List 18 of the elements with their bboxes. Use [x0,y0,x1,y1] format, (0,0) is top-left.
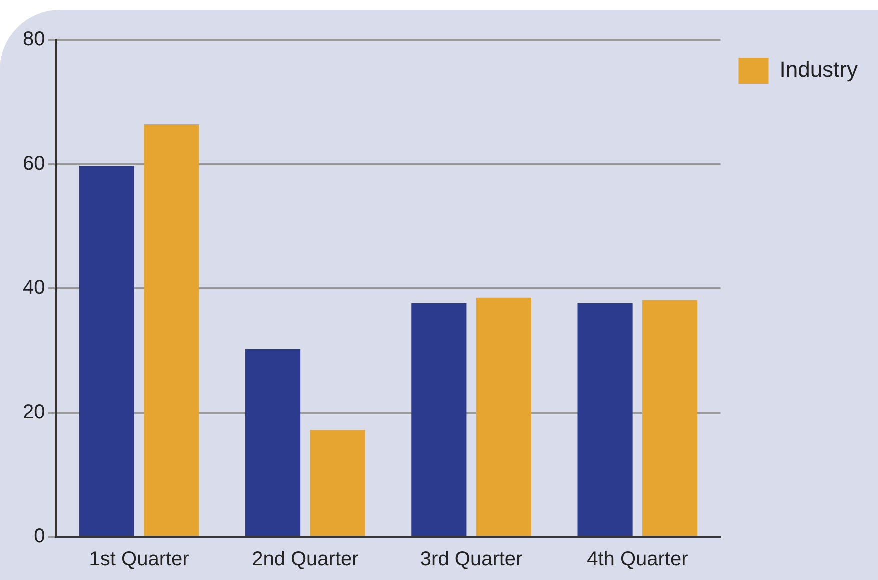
y-tick-label: 60 [22,152,46,175]
y-tick-label: 40 [22,277,46,300]
y-tick-label: 20 [22,401,46,424]
bar [79,166,134,536]
legend-label: Industry [780,57,858,82]
bar [310,430,366,536]
bar [642,300,698,536]
y-tick-label: 80 [22,28,46,51]
bar [246,349,301,536]
bar [144,124,200,536]
x-tick-label: 3rd Quarter [420,548,524,571]
x-tick-label: 2nd Quarter [252,548,360,571]
bar [412,303,467,536]
bar [578,303,633,536]
bar [476,298,532,536]
x-tick-label: 1st Quarter [89,548,190,571]
x-tick-label: 4th Quarter [587,548,689,571]
y-tick-label: 0 [34,526,46,548]
